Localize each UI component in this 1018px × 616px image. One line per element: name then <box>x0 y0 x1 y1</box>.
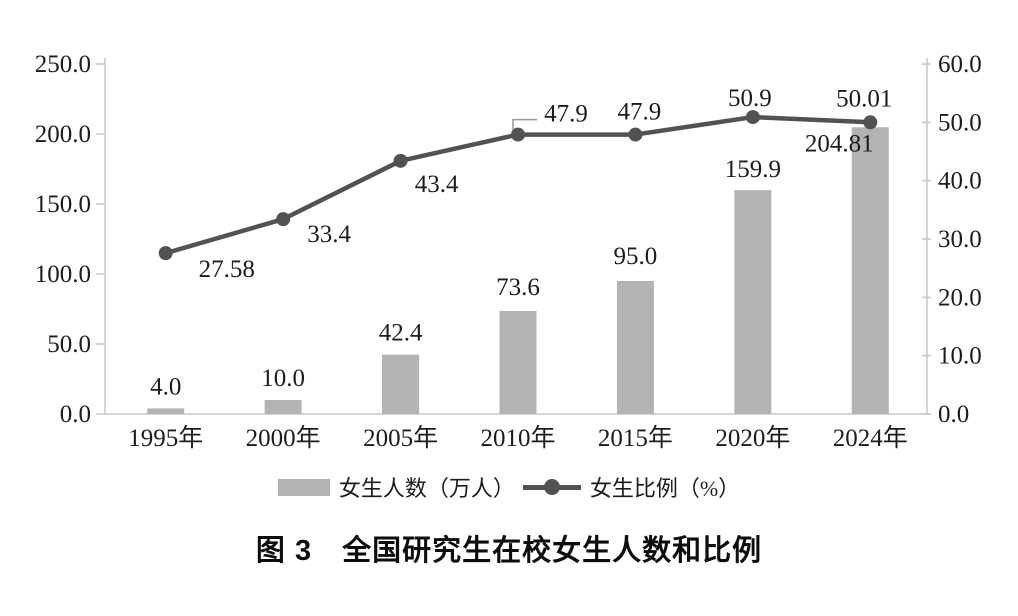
bar <box>851 127 889 415</box>
right-axis-tick-label: 60.0 <box>938 51 982 78</box>
bar <box>734 190 772 414</box>
left-axis-tick-label: 100.0 <box>35 261 91 288</box>
x-axis-label: 2005年 <box>363 424 438 452</box>
x-axis-label: 2020年 <box>715 424 790 452</box>
left-axis-tick-label: 200.0 <box>35 121 91 148</box>
line-dot-icon <box>543 479 560 495</box>
line-data-label: 27.58 <box>199 256 255 283</box>
left-axis-tick-label: 250.0 <box>35 51 91 78</box>
bar-data-label: 4.0 <box>150 373 181 400</box>
bar-data-label: 159.9 <box>725 156 781 183</box>
x-axis-label: 1995年 <box>128 424 203 452</box>
line-data-label: 47.9 <box>618 99 662 126</box>
right-axis-tick-label: 30.0 <box>938 226 982 253</box>
left-axis-tick-label: 150.0 <box>35 191 91 218</box>
x-axis-label: 2024年 <box>833 424 908 452</box>
x-axis-label: 2000年 <box>246 424 321 452</box>
legend-label-bars: 女生人数（万人） <box>338 476 515 501</box>
right-axis-tick-label: 10.0 <box>938 343 982 370</box>
combo-chart: 0.0 50.0 100.0 150.0 200.0 250.0 0.0 10.0 20.0 30… <box>35 51 982 452</box>
bar-data-label: 10.0 <box>261 365 305 392</box>
bar-data-label: 204.81 <box>805 130 874 157</box>
legend: 女生人数（万人） 女生比例（%） <box>0 475 1018 501</box>
legend-item-bars: 女生人数（万人） <box>277 471 515 503</box>
bar <box>616 281 654 414</box>
figure-caption: 图 3 全国研究生在校女生人数和比例 <box>255 535 763 567</box>
line-data-label: 43.4 <box>415 171 459 198</box>
line-point-marker <box>628 127 643 142</box>
line-data-label: 47.9 <box>544 101 588 128</box>
x-axis-label: 2010年 <box>480 424 555 452</box>
line-point-marker <box>863 115 878 130</box>
bar-data-label: 95.0 <box>614 243 658 270</box>
x-axis-label: 2015年 <box>598 424 673 452</box>
line-point-marker <box>276 212 291 227</box>
label-leader-line <box>512 118 537 130</box>
bar <box>264 400 302 414</box>
right-axis-tick-label: 40.0 <box>938 168 982 195</box>
right-axis-tick-label: 50.0 <box>938 109 982 136</box>
line-point-marker <box>158 246 173 261</box>
line-point-marker <box>511 127 525 142</box>
right-axis-tick-label: 20.0 <box>938 284 982 311</box>
line-data-label: 50.9 <box>728 85 772 112</box>
bar <box>499 310 537 414</box>
legend-label-line: 女生比例（%） <box>589 476 741 501</box>
line-marker-icon <box>522 479 581 495</box>
bar-data-label: 73.6 <box>496 274 540 301</box>
right-axis-tick-label: 0.0 <box>938 401 969 428</box>
line-data-label: 33.4 <box>307 221 351 248</box>
line-data-label: 50.01 <box>836 85 892 112</box>
bar-swatch-icon <box>277 478 330 496</box>
left-axis-tick-label: 50.0 <box>47 331 91 358</box>
bar-data-label: 42.4 <box>379 320 423 347</box>
line-point-marker <box>745 110 760 125</box>
left-axis-tick-label: 0.0 <box>60 401 91 428</box>
bar <box>382 354 420 414</box>
line-point-marker <box>393 153 408 168</box>
legend-item-line: 女生比例（%） <box>522 471 741 503</box>
bar <box>147 408 185 414</box>
